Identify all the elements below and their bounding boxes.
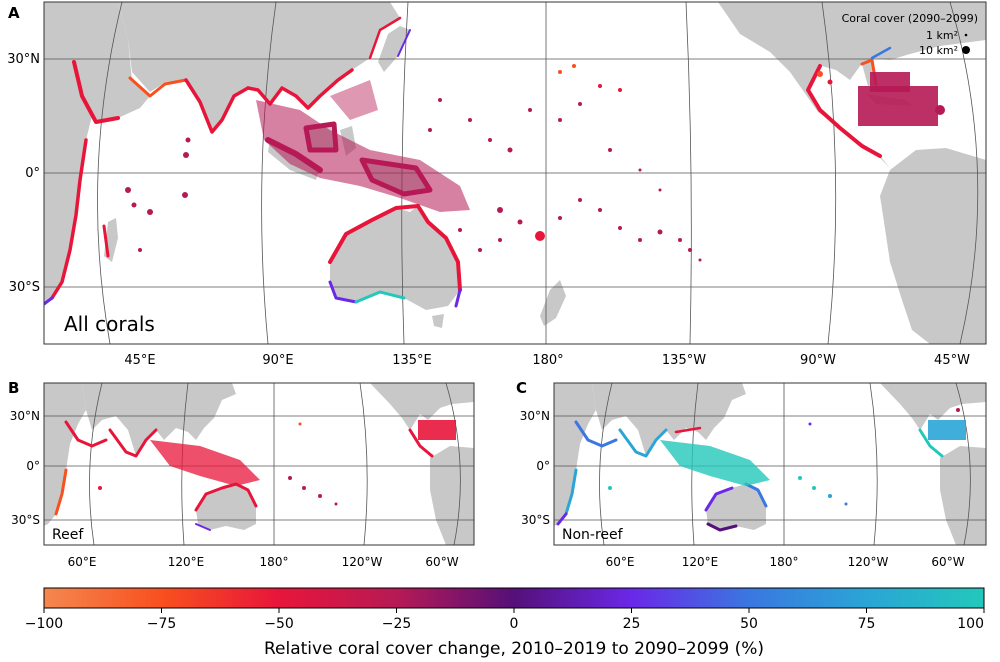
colorbar-tick-100: 100 [957, 616, 984, 632]
legend-marker-large [962, 46, 970, 54]
graticule-c [554, 383, 986, 545]
panel-b: B [8, 379, 475, 569]
panel-label-c: Non-reef [562, 527, 624, 543]
colorbar-tick-minus25: −25 [382, 616, 412, 632]
lon-tick-a-180: 180° [532, 353, 563, 368]
land-north-america-a [718, 2, 986, 168]
lon-tick-a-45w: 45°W [934, 353, 970, 368]
land-eurasia-c [592, 383, 746, 456]
lon-tick-b-120e: 120°E [168, 555, 205, 569]
lon-tick-a-45e: 45°E [124, 353, 155, 368]
lon-tick-c-180: 180° [770, 555, 799, 569]
panel-label-b: Reef [52, 527, 84, 543]
land-eurasia-b [82, 383, 236, 456]
colorbar-tick-0: 0 [510, 616, 519, 632]
colorbar-tick-25: 25 [623, 616, 641, 632]
lat-tick-b-0: 0° [26, 459, 40, 473]
legend-title: Coral cover (2090–2099) [842, 12, 978, 25]
lon-tick-c-60e: 60°E [606, 555, 635, 569]
colorbar-label: Relative coral cover change, 2010–2019 t… [264, 639, 764, 659]
lat-tick-a-30n: 30°N [7, 52, 40, 67]
colorbar: −100 −75 −50 −25 0 25 50 75 100 Relative… [25, 587, 985, 659]
coral-islands-a [125, 64, 833, 262]
map-c [554, 383, 986, 545]
lat-tick-a-0: 0° [25, 166, 40, 181]
lon-tick-c-120w: 120°W [848, 555, 889, 569]
land-africa-c [554, 383, 596, 526]
lat-tick-a-30s: 30°S [9, 280, 40, 295]
frame-b [43, 382, 475, 546]
lat-tick-c-0: 0° [536, 459, 550, 473]
legend-item-1km2: 1 km² [926, 29, 958, 42]
coral-nonreef-c [556, 420, 944, 532]
lon-tick-c-60w: 60°W [931, 555, 964, 569]
lon-tick-b-60e: 60°E [68, 555, 97, 569]
colorbar-tick-minus50: −50 [264, 616, 294, 632]
land-new-zealand-a [540, 280, 566, 326]
land-australia-b [196, 484, 256, 530]
coral-caribbean-a [858, 72, 945, 126]
lon-tick-b-60w: 60°W [425, 555, 458, 569]
map-a [44, 2, 986, 344]
panel-letter-c: C [516, 379, 527, 397]
legend-item-10km2: 10 km² [919, 44, 958, 57]
legend-marker-small [964, 33, 968, 37]
land-arabia-a [80, 60, 150, 122]
coral-reef-b [54, 420, 434, 531]
lon-tick-a-135w: 135°W [662, 353, 706, 368]
land-eurasia-a [118, 2, 400, 132]
lon-tick-c-120e: 120°E [682, 555, 719, 569]
map-b [44, 383, 474, 545]
lon-tick-a-90w: 90°W [800, 353, 836, 368]
colorbar-tick-minus100: −100 [25, 616, 63, 632]
colorbar-gradient [43, 587, 985, 609]
lon-tick-a-90e: 90°E [262, 353, 293, 368]
frame-c [553, 382, 987, 546]
coral-nonreef-clusters-c [608, 408, 966, 506]
land-tasmania-a [432, 314, 444, 328]
panel-a: A [7, 1, 987, 368]
colorbar-tick-50: 50 [740, 616, 758, 632]
size-legend: Coral cover (2090–2099) 1 km² 10 km² [842, 12, 978, 57]
colorbar-tick-75: 75 [858, 616, 876, 632]
land-australia-c [706, 484, 766, 530]
lat-tick-c-30n: 30°N [520, 409, 550, 423]
frame-a [43, 1, 987, 345]
panel-c: C [516, 379, 987, 569]
coral-reef-clusters-b [98, 420, 456, 506]
colorbar-tick-minus75: −75 [147, 616, 177, 632]
coral-indopacific-a [256, 80, 470, 212]
graticule-b [44, 383, 474, 545]
lat-tick-c-30s: 30°S [521, 513, 550, 527]
panel-letter-a: A [8, 4, 20, 22]
land-japan-a [378, 26, 410, 72]
land-north-america-b [370, 383, 474, 430]
land-australia-a [330, 206, 460, 310]
panel-letter-b: B [8, 379, 19, 397]
lon-tick-b-180: 180° [260, 555, 289, 569]
lat-tick-b-30n: 30°N [10, 409, 40, 423]
lat-tick-b-30s: 30°S [11, 513, 40, 527]
land-africa-b [44, 383, 86, 526]
land-south-america-a [880, 148, 986, 344]
colorbar-tick-marks [43, 608, 985, 613]
panel-label-a: All corals [64, 312, 155, 336]
lon-tick-a-135e: 135°E [392, 353, 432, 368]
lon-tick-b-120w: 120°W [342, 555, 383, 569]
